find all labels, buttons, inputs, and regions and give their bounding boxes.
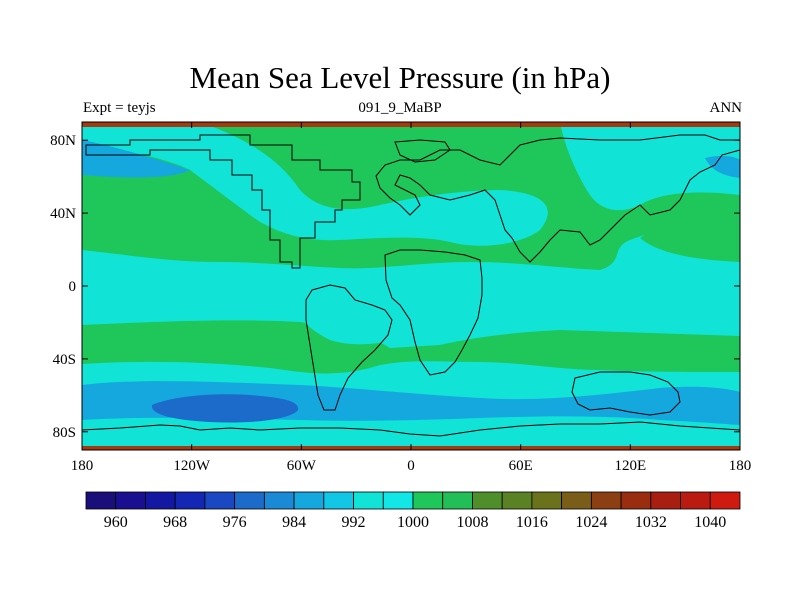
colorbar-label: 1000: [397, 514, 429, 531]
colorbar-swatch: [590, 491, 622, 510]
colorbar-label: 1016: [516, 514, 548, 531]
coastline-africa: [384, 249, 483, 376]
colorbar-swatch: [263, 491, 295, 510]
coastline-australia: [571, 371, 681, 416]
season-label: ANN: [709, 100, 743, 116]
north-blue-patch: [82, 140, 190, 178]
colorbar-label: 968: [163, 514, 187, 531]
south-cyan-gap: [300, 308, 420, 345]
y-tick-label: 40N: [50, 206, 76, 222]
south-high-band: [82, 320, 740, 374]
y-tick-label: 80N: [50, 133, 76, 149]
x-tick-label: 180: [71, 458, 94, 474]
colorbar-label: 1032: [635, 514, 667, 531]
colorbar-swatch: [501, 491, 533, 510]
x-tick-label: 0: [407, 458, 415, 474]
x-tick-label: 60E: [509, 458, 533, 474]
colorbar-swatch: [323, 491, 354, 510]
colorbar-swatch: [620, 491, 652, 510]
colorbar-swatch: [353, 491, 384, 510]
colorbar-swatch: [382, 491, 414, 510]
southern-cyan-band: [82, 416, 740, 450]
coastline-north-america: [85, 134, 361, 269]
colorbar-swatch: [204, 491, 236, 510]
north-cyan-pocket: [82, 122, 548, 246]
colorbar-swatch: [472, 491, 503, 510]
map-title: Mean Sea Level Pressure (in hPa): [189, 60, 611, 95]
coastline-south-america: [305, 284, 393, 411]
southern-low-core: [151, 394, 299, 423]
y-tick-label: 80S: [53, 425, 76, 441]
pressure-field: [82, 122, 740, 450]
x-tick-label: 60W: [287, 458, 317, 474]
colorbar-swatch: [680, 491, 711, 510]
colorbar-swatch: [293, 491, 325, 510]
coastline-europe-asia: [375, 134, 740, 263]
coastline-antarctica: [82, 421, 740, 437]
colorbar-label: 1040: [694, 514, 726, 531]
colorbar-swatch: [412, 491, 444, 510]
colorbar-swatch: [531, 491, 563, 510]
time-period-label: 091_9_MaBP: [358, 100, 442, 116]
colorbar: 960 968 976 984 992 1000 1008 1016 1024 1032 1040: [85, 491, 741, 531]
colorbar-label: 984: [282, 514, 306, 531]
coastlines: [82, 134, 740, 437]
colorbar-swatch: [145, 491, 176, 510]
colorbar-label: 976: [223, 514, 247, 531]
y-tick-label: 0: [69, 279, 77, 295]
colorbar-label: 1024: [575, 514, 607, 531]
colorbar-swatch: [115, 491, 146, 510]
east-cyan-tongue: [560, 122, 740, 211]
x-tick-label: 180: [729, 458, 752, 474]
colorbar-swatch: [442, 491, 473, 510]
colorbar-label: 960: [104, 514, 128, 531]
x-tick-label: 120E: [614, 458, 646, 474]
colorbar-swatch: [85, 491, 117, 510]
colorbar-label: 992: [342, 514, 366, 531]
experiment-label: Expt = teyjs: [83, 100, 156, 116]
colorbar-swatch: [174, 491, 206, 510]
x-tick-label: 120W: [173, 458, 211, 474]
y-tick-label: 40S: [53, 352, 76, 368]
coastline-greenland: [394, 139, 451, 163]
latitude-axis: 80N 40N 0 40S 80S: [50, 133, 740, 441]
pacific-green-lobe: [640, 212, 740, 262]
longitude-axis: 180 120W 60W 0 60E 120E 180: [71, 122, 752, 474]
colorbar-swatch: [561, 491, 592, 510]
colorbar-label: 1008: [456, 514, 488, 531]
north-pacific-blue: [705, 155, 740, 178]
colorbar-swatch: [650, 491, 681, 510]
colorbar-swatch: [234, 491, 265, 510]
colorbar-swatch: [709, 491, 741, 510]
